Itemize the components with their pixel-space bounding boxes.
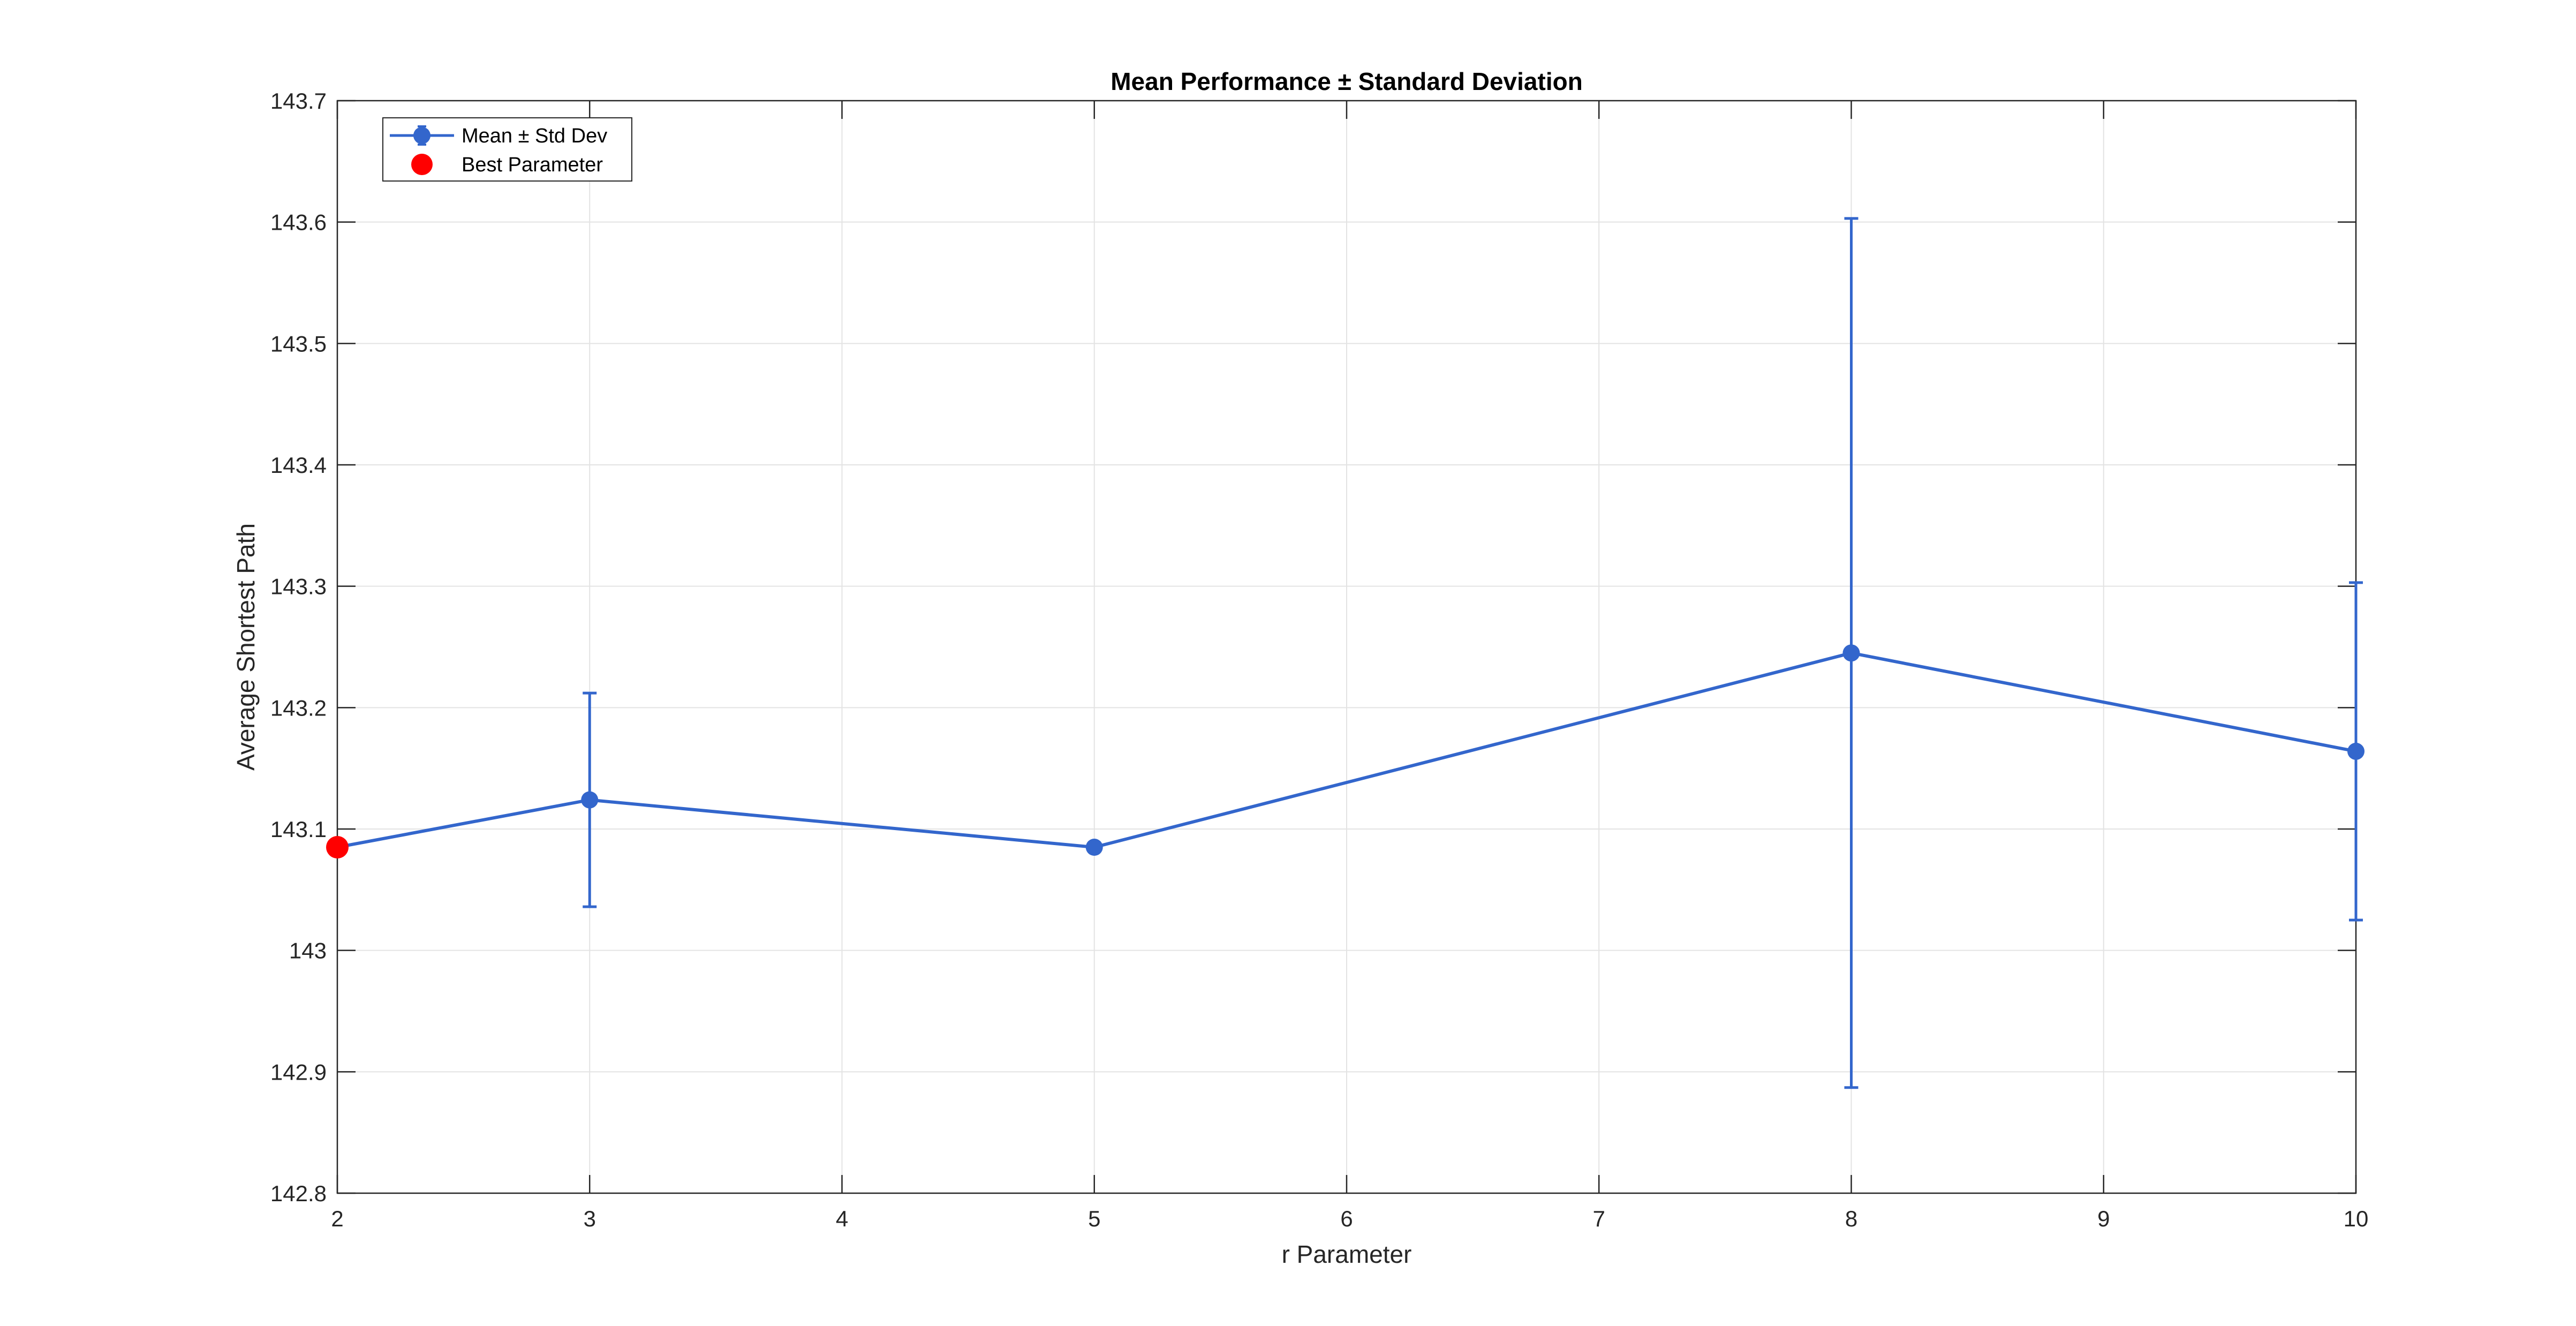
y-tick-label: 143.3 [270,574,327,599]
x-tick-label: 6 [1340,1206,1353,1231]
legend: Mean ± Std Dev Best Parameter [382,117,632,182]
y-tick-label: 143.2 [270,695,327,720]
legend-label-mean: Mean ± Std Dev [462,125,607,147]
y-tick-label: 143 [289,938,327,963]
x-axis-label: r Parameter [1282,1240,1412,1268]
mean-marker [581,791,599,809]
legend-marker-best [411,154,433,175]
y-tick-label: 142.9 [270,1059,327,1084]
y-axis-label: Average Shortest Path [232,523,260,771]
legend-marker-mean [413,127,430,144]
x-tick-label: 9 [2097,1206,2110,1231]
x-tick-labels: 2 3 4 5 6 7 8 9 10 [331,1206,2368,1231]
x-tick-label: 3 [584,1206,596,1231]
y-tick-label: 143.5 [270,331,327,356]
x-tick-label: 5 [1088,1206,1100,1231]
legend-label-best: Best Parameter [462,154,603,176]
y-tick-label: 143.7 [270,88,327,114]
x-tick-label: 10 [2344,1206,2369,1231]
x-tick-label: 2 [331,1206,343,1231]
y-tick-labels: 142.8 142.9 143 143.1 143.2 143.3 143.4 143.5 14… [270,88,327,1206]
x-tick-label: 7 [1593,1206,1605,1231]
y-tick-label: 142.8 [270,1181,327,1206]
series-layer [326,217,2365,1089]
best-parameter-marker [326,836,349,858]
y-tick-label: 143.1 [270,817,327,842]
y-tick-label: 143.6 [270,210,327,235]
mean-marker [2347,742,2365,760]
y-tick-label: 143.4 [270,453,327,478]
mean-marker [1085,839,1103,856]
chart-title: Mean Performance ± Standard Deviation [1111,67,1583,95]
mean-marker [1842,644,1860,662]
x-tick-label: 4 [836,1206,848,1231]
x-tick-label: 8 [1845,1206,1857,1231]
